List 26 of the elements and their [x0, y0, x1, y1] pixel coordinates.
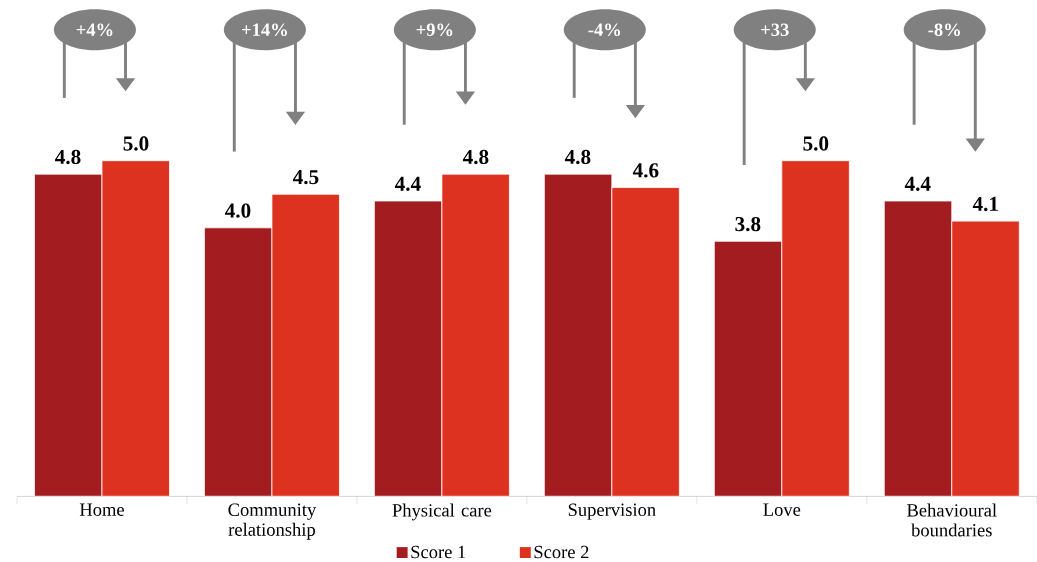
data-label: 4.5 [292, 170, 319, 185]
data-label: 3.8 [735, 216, 761, 232]
text: +33 [761, 23, 789, 37]
text: +9% [416, 23, 453, 37]
x-tick-label: Behavioural boundaries [907, 503, 997, 537]
data-label: 4.8 [55, 149, 81, 165]
text: Score 2 [534, 545, 589, 559]
data-label: 4.4 [904, 176, 931, 191]
data-label: 4.4 [394, 176, 421, 191]
text: -8% [928, 23, 960, 37]
x-tick-label: Home [79, 503, 124, 516]
x-tick-label: Love [763, 503, 801, 516]
x-tick-label: Physical care [392, 503, 492, 521]
data-label: 4.8 [564, 149, 591, 165]
x-tick-label: Supervision [568, 503, 656, 520]
x-tick-label: Community relationship [228, 503, 317, 540]
text: +4% [76, 23, 113, 37]
data-label: 4.6 [632, 163, 659, 178]
data-label: 5.0 [123, 136, 149, 151]
data-label: 4.0 [224, 203, 251, 218]
data-label: 4.1 [972, 196, 998, 212]
text: +14% [242, 23, 287, 37]
legend-label: Score 1 [411, 545, 466, 559]
text: -4% [588, 23, 621, 37]
data-label: 4.8 [462, 149, 489, 165]
data-label: 5.0 [803, 136, 829, 151]
